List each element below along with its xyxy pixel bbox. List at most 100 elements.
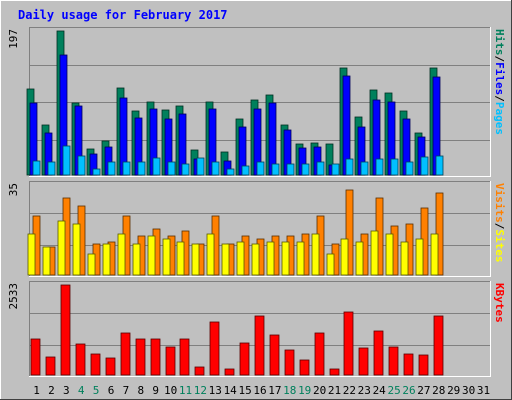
- legend-label-pages: Pages: [493, 102, 506, 135]
- x-tick-label-day-18: 18: [283, 384, 296, 397]
- bar-kbytes-day-11: [179, 338, 190, 376]
- x-tick-label-day-7: 7: [123, 384, 130, 397]
- x-tick-label-day-26: 26: [402, 384, 415, 397]
- bar-kbytes-day-8: [135, 338, 146, 376]
- x-axis-day-labels: 1 2 3 4 5 6 7 8 9 10 11 12 13 14 15 16 17 18 19 20 21 22 23 24 2…: [33, 384, 490, 397]
- bar-sites-day-23: [355, 241, 364, 276]
- bar-pages-day-21: [331, 163, 340, 176]
- bar-pages-day-3: [62, 145, 71, 176]
- bar-kbytes-day-12: [194, 366, 205, 376]
- bar-visits-day-22: [345, 189, 354, 276]
- x-tick-label-day-13: 13: [209, 384, 222, 397]
- bar-sites-day-24: [370, 230, 379, 276]
- bar-kbytes-day-1: [30, 338, 41, 376]
- x-tick-label-day-25: 25: [387, 384, 400, 397]
- bar-sites-day-1: [27, 233, 36, 276]
- y-max-label-visits-sites: 35: [7, 183, 20, 196]
- legend-label-visits: Visits: [493, 183, 506, 223]
- x-tick-label-day-3: 3: [63, 384, 70, 397]
- legend-visits-sites: Visits/Sites: [493, 183, 506, 263]
- bar-kbytes-day-5: [90, 353, 101, 376]
- bar-pages-day-20: [316, 161, 325, 176]
- bar-pages-day-18: [286, 163, 295, 176]
- bar-pages-day-15: [241, 165, 250, 176]
- bar-sites-day-3: [57, 220, 66, 276]
- bar-pages-day-1: [32, 160, 41, 176]
- bar-pages-day-11: [181, 163, 190, 176]
- x-tick-label-day-27: 27: [417, 384, 430, 397]
- bar-pages-day-27: [420, 156, 429, 176]
- x-tick-label-day-20: 20: [313, 384, 326, 397]
- bar-kbytes-day-10: [165, 346, 176, 376]
- bar-sites-day-25: [385, 233, 394, 276]
- x-tick-label-day-1: 1: [33, 384, 40, 397]
- bar-pages-day-2: [47, 161, 56, 176]
- x-tick-label-day-6: 6: [108, 384, 115, 397]
- x-tick-label-day-15: 15: [238, 384, 251, 397]
- x-tick-label-day-11: 11: [179, 384, 192, 397]
- bar-pages-day-13: [211, 161, 220, 176]
- legend-label-files: Files: [493, 62, 506, 95]
- bar-sites-day-14: [221, 243, 230, 276]
- bar-sites-day-8: [132, 243, 141, 276]
- x-tick-label-day-29: 29: [447, 384, 460, 397]
- bar-sites-day-5: [87, 253, 96, 276]
- bar-kbytes-day-4: [75, 343, 86, 376]
- bar-kbytes-day-17: [269, 334, 280, 376]
- legend-label-kbytes: KBytes: [493, 283, 506, 323]
- bar-sites-day-26: [400, 241, 409, 276]
- panel-kbytes: 2533 KBytes: [7, 281, 506, 377]
- x-tick-label-day-24: 24: [373, 384, 387, 397]
- bar-kbytes-day-15: [239, 342, 250, 376]
- bar-pages-day-14: [226, 168, 235, 176]
- bar-kbytes-day-6: [105, 357, 116, 376]
- legend-label-hits: Hits: [493, 29, 506, 56]
- bar-sites-day-27: [415, 238, 424, 276]
- x-tick-label-day-19: 19: [298, 384, 311, 397]
- x-tick-label-day-2: 2: [48, 384, 55, 397]
- bar-kbytes-day-3: [60, 284, 71, 376]
- legend-separator: /: [493, 56, 506, 63]
- bar-kbytes-day-18: [284, 349, 295, 376]
- bar-sites-day-15: [236, 241, 245, 276]
- legend-label-sites: Sites: [493, 229, 506, 262]
- bar-sites-day-10: [162, 238, 171, 276]
- legend-hits-files-pages: Hits/Files/Pages: [493, 29, 506, 135]
- bar-kbytes-day-7: [120, 332, 131, 376]
- bar-kbytes-day-19: [299, 359, 310, 376]
- bar-kbytes-day-24: [373, 330, 384, 376]
- bar-pages-day-10: [167, 161, 176, 176]
- bar-sites-day-13: [206, 233, 215, 276]
- x-tick-label-day-23: 23: [358, 384, 371, 397]
- bar-sites-day-11: [176, 241, 185, 276]
- bar-sites-day-22: [340, 238, 349, 276]
- bar-kbytes-day-9: [150, 338, 161, 376]
- bar-sites-day-16: [251, 243, 260, 276]
- bar-pages-day-17: [271, 163, 280, 176]
- bar-pages-day-7: [122, 161, 131, 176]
- x-tick-label-day-5: 5: [93, 384, 100, 397]
- bar-pages-day-28: [435, 155, 444, 176]
- bar-pages-day-9: [152, 157, 161, 176]
- x-tick-label-day-31: 31: [477, 384, 490, 397]
- legend-separator: /: [493, 223, 506, 230]
- x-tick-label-day-16: 16: [253, 384, 266, 397]
- bar-pages-day-19: [301, 163, 310, 176]
- panel-hits-files-pages: 197 Hits/Files/Pages: [7, 27, 506, 177]
- bar-sites-day-2: [42, 246, 51, 276]
- bar-kbytes-day-25: [388, 346, 399, 376]
- y-max-label-hits-files-pages: 197: [7, 29, 20, 49]
- bar-kbytes-day-21: [329, 368, 340, 376]
- x-tick-label-day-10: 10: [164, 384, 177, 397]
- legend-separator: /: [493, 95, 506, 102]
- bar-kbytes-day-13: [209, 321, 220, 376]
- bar-pages-day-22: [345, 158, 354, 176]
- bar-sites-day-4: [72, 223, 81, 276]
- x-tick-label-day-9: 9: [152, 384, 159, 397]
- bar-kbytes-day-2: [45, 356, 56, 376]
- bar-pages-day-24: [375, 158, 384, 176]
- bar-kbytes-day-14: [224, 368, 235, 376]
